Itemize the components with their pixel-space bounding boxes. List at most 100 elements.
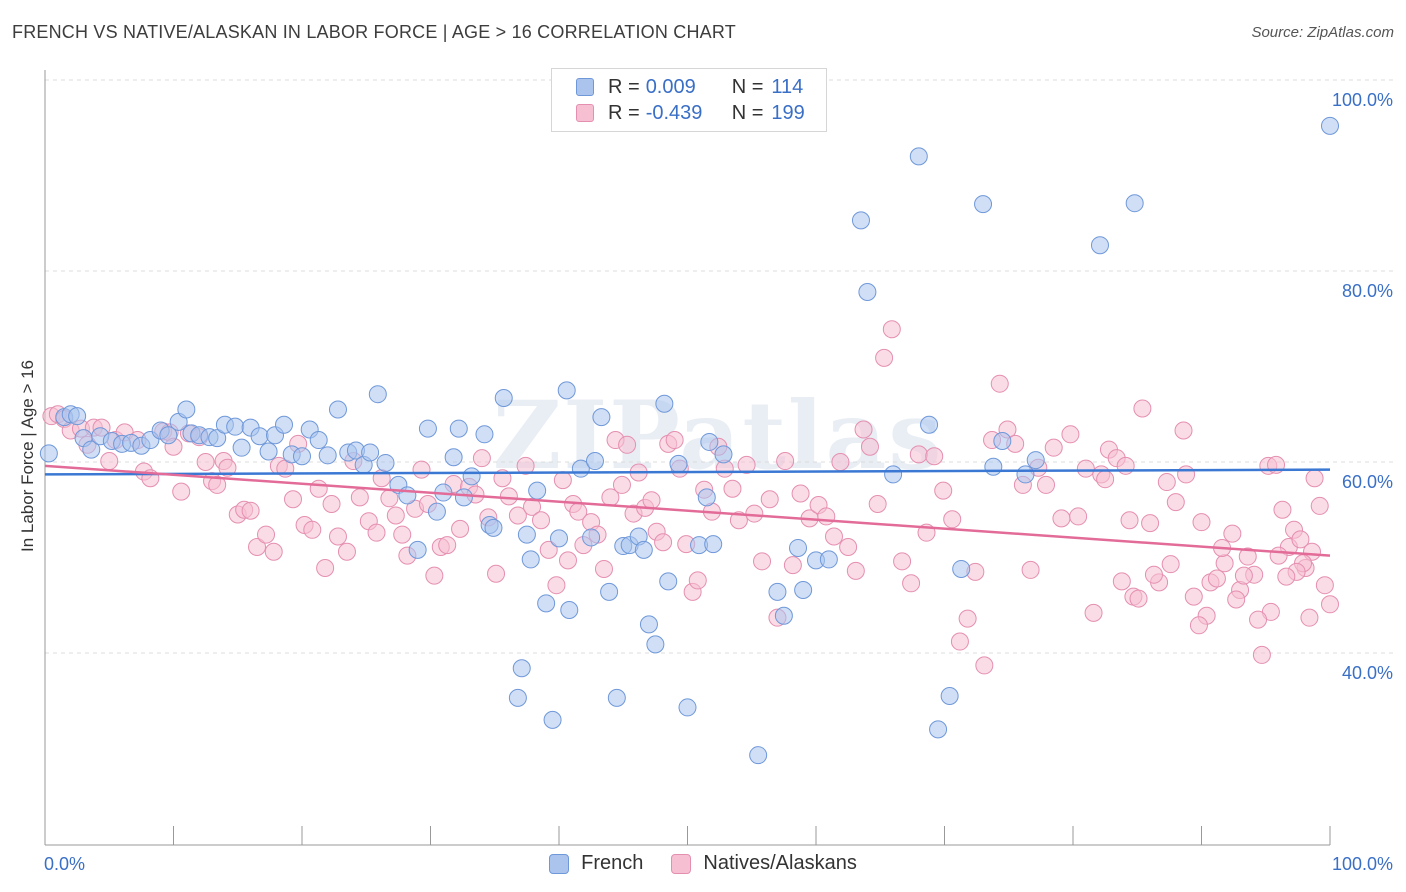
natives-point [1161, 555, 1180, 574]
french-point [521, 550, 540, 569]
french-point [454, 488, 473, 507]
natives-point [1133, 399, 1152, 418]
natives-point [172, 482, 191, 501]
natives-point [1069, 507, 1088, 526]
natives-point [612, 475, 631, 494]
french-point [768, 582, 787, 601]
legend-label-natives: Natives/Alaskans [703, 852, 857, 874]
natives-point [745, 504, 764, 523]
natives-point [1061, 425, 1080, 444]
series-legend: French Natives/Alaskans [0, 852, 1406, 875]
natives-swatch [576, 104, 594, 122]
natives-point [328, 527, 347, 546]
natives-point [337, 542, 356, 561]
natives-point [516, 456, 535, 475]
natives-point [1166, 493, 1185, 512]
natives-point [875, 348, 894, 367]
natives-point [688, 571, 707, 590]
natives-point [386, 506, 405, 525]
french-point [475, 425, 494, 444]
french-point [678, 698, 697, 717]
french-point [697, 488, 716, 507]
natives-point [854, 420, 873, 439]
french-point [368, 385, 387, 404]
french-point [550, 529, 568, 548]
french-point [537, 594, 556, 613]
natives-point [958, 609, 977, 628]
french-point [749, 746, 768, 765]
french-point [704, 535, 723, 554]
y-tick-label: 60.0% [1342, 472, 1393, 492]
natives-points [42, 320, 1339, 675]
french-point [517, 525, 536, 544]
french-point [952, 559, 971, 578]
natives-point [539, 540, 558, 559]
natives-point [1157, 473, 1176, 492]
natives-point [100, 452, 119, 471]
french-point [318, 446, 337, 465]
natives-point [1174, 421, 1193, 440]
natives-point [934, 481, 953, 500]
french-point [700, 432, 719, 451]
french-point [328, 400, 347, 419]
french-point [418, 419, 437, 438]
natives-point [839, 537, 858, 556]
french-point [82, 440, 101, 459]
y-tick-label: 40.0% [1342, 663, 1393, 683]
natives-point [1189, 616, 1208, 635]
natives-point [902, 574, 921, 593]
natives-point [1177, 465, 1196, 484]
natives-point [975, 656, 994, 675]
legend-n-label: N = [731, 75, 764, 98]
legend-row-natives: R = -0.439 N = 199 [576, 100, 805, 126]
natives-point [824, 527, 843, 546]
natives-point [737, 455, 756, 474]
natives-point [618, 435, 637, 454]
natives-point [776, 452, 795, 471]
french-point [789, 538, 808, 557]
french-point [557, 381, 576, 400]
trend-lines [44, 464, 1331, 557]
natives-point [783, 556, 802, 575]
french-point [232, 438, 251, 457]
y-tick-label: 100.0% [1332, 90, 1393, 110]
natives-point [393, 525, 412, 544]
french-point [177, 400, 196, 419]
natives-point [367, 523, 386, 542]
french-point [560, 601, 579, 620]
natives-legend-swatch [671, 853, 692, 874]
french-points [39, 113, 1339, 765]
natives-point [218, 458, 237, 477]
natives-point [893, 552, 912, 571]
french-point [794, 580, 813, 599]
french-point [582, 528, 601, 547]
french-point [449, 419, 468, 438]
natives-point [1141, 514, 1160, 533]
natives-point [950, 632, 969, 651]
french-point [250, 427, 269, 446]
french-point [714, 445, 733, 464]
natives-point [990, 374, 1009, 393]
natives-point [284, 490, 303, 509]
natives-point [309, 479, 328, 498]
y-tick-label: 80.0% [1342, 281, 1393, 301]
french-point [528, 481, 547, 500]
french-point [974, 195, 993, 214]
natives-point [846, 561, 865, 580]
french-point [484, 518, 503, 537]
legend-r-label: R = [608, 75, 640, 98]
natives-point [1315, 576, 1334, 595]
natives-point [817, 507, 836, 526]
french-point [208, 429, 227, 448]
french-point [819, 550, 838, 569]
natives-point [665, 431, 684, 450]
french-point [543, 710, 562, 729]
natives-point [425, 566, 444, 585]
french-point [39, 444, 58, 463]
natives-point [594, 559, 613, 578]
french-point [309, 431, 328, 450]
natives-point [729, 511, 748, 530]
natives-point [303, 520, 322, 539]
natives-point [438, 536, 457, 555]
